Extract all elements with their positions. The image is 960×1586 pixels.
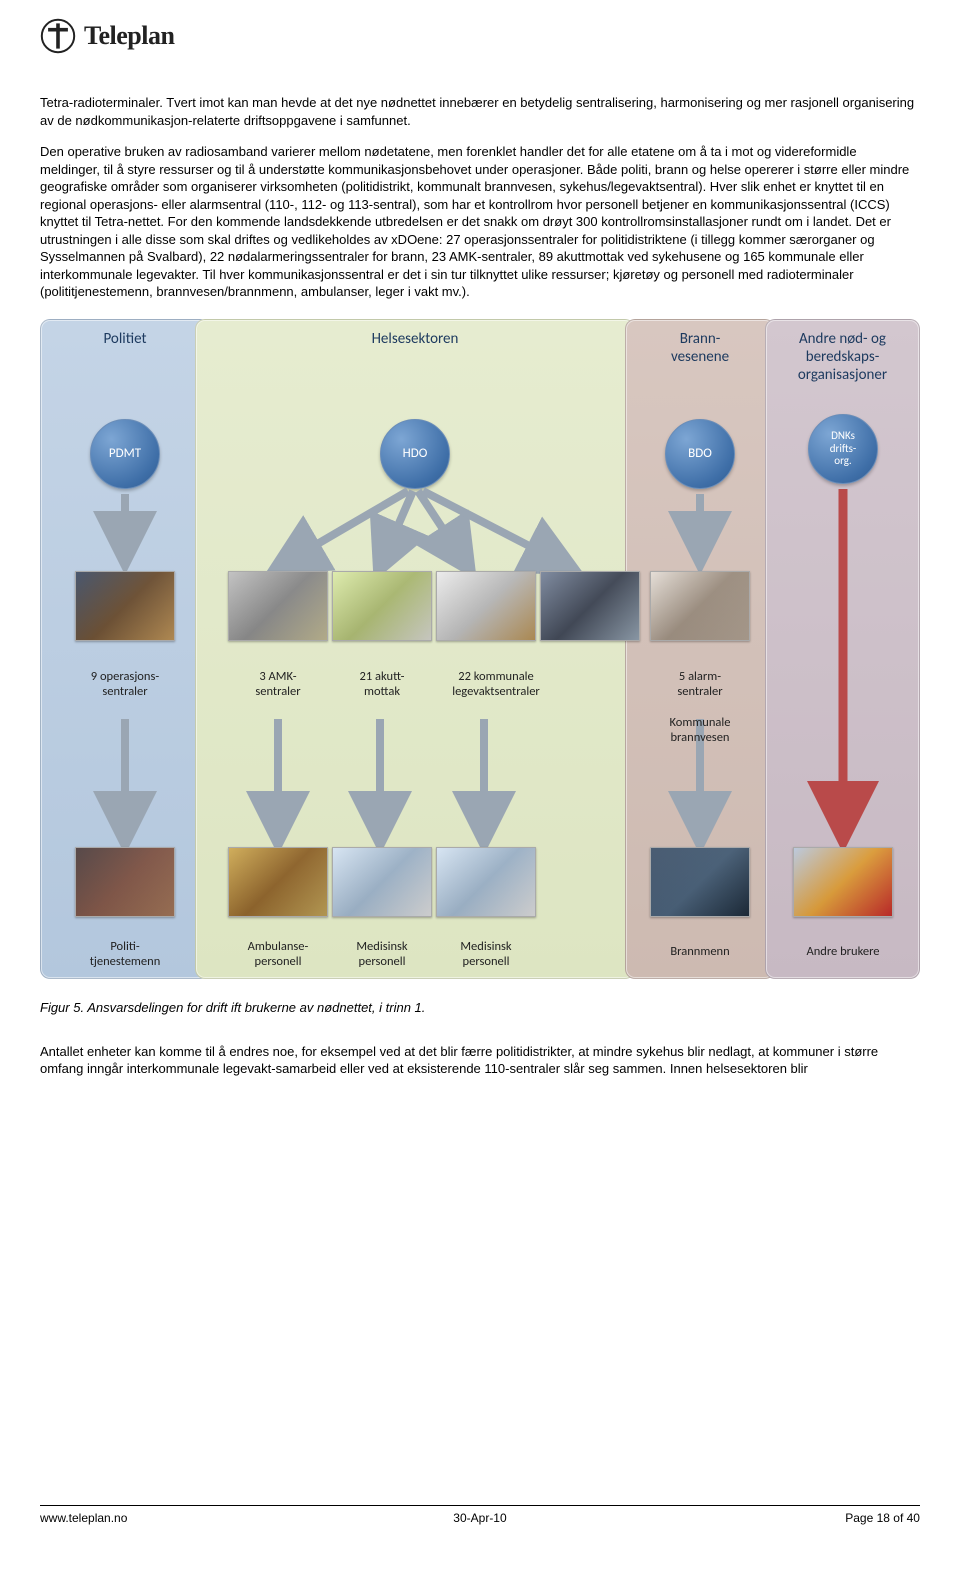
label-ops: 9 operasjons- sentraler	[60, 669, 190, 699]
body-text-block: Tetra-radioterminaler. Tvert imot kan ma…	[40, 94, 920, 301]
label-medisinsk2: Medisinsk personell	[430, 939, 542, 969]
page-footer: www.teleplan.no 30-Apr-10 Page 18 of 40	[0, 1497, 960, 1540]
thumb-amk	[228, 571, 328, 641]
label-brannmenn: Brannmenn	[640, 944, 760, 959]
brand-name: Teleplan	[84, 18, 174, 53]
body-text-block-2: Antallet enheter kan komme til å endres …	[40, 1043, 920, 1078]
panel-title: Brann- vesenene	[626, 320, 774, 366]
label-akutt: 21 akutt- mottak	[332, 669, 432, 699]
bubble-dnk: DNKs drifts- org.	[808, 414, 878, 484]
thumb-legevakt2	[540, 571, 640, 641]
figure-5: Politiet Helsesektoren Brann- vesenene A…	[40, 319, 920, 989]
label-ambulanse: Ambulanse- personell	[220, 939, 336, 969]
label-alarm: 5 alarm- sentraler	[640, 669, 760, 699]
footer-url: www.teleplan.no	[40, 1510, 333, 1526]
thumb-andre	[793, 847, 893, 917]
paragraph: Den operative bruken av radiosamband var…	[40, 143, 920, 301]
thumb-police-ops	[75, 571, 175, 641]
thumb-med1	[332, 847, 432, 917]
thumb-med2	[436, 847, 536, 917]
brand-header: Teleplan	[40, 18, 920, 54]
label-legevakt: 22 kommunale legevaktsentraler	[436, 669, 556, 699]
bubble-bdo: BDO	[665, 419, 735, 489]
figure-caption: Figur 5. Ansvarsdelingen for drift ift b…	[40, 999, 920, 1017]
brand-logo-icon	[40, 18, 76, 54]
thumb-ambulance	[228, 847, 328, 917]
label-polititjenestemenn: Politi- tjenestemenn	[60, 939, 190, 969]
label-kommunale-brann: Kommunale brannvesen	[640, 715, 760, 745]
panel-title: Politiet	[41, 320, 209, 348]
label-amk: 3 AMK- sentraler	[228, 669, 328, 699]
label-andre-brukere: Andre brukere	[783, 944, 903, 959]
panel-title: Andre nød- og beredskaps- organisasjoner	[766, 320, 919, 384]
thumb-alarm	[650, 571, 750, 641]
thumb-legevakt	[436, 571, 536, 641]
paragraph: Antallet enheter kan komme til å endres …	[40, 1043, 920, 1078]
panel-title: Helsesektoren	[196, 320, 634, 348]
label-medisinsk1: Medisinsk personell	[326, 939, 438, 969]
thumb-akutt	[332, 571, 432, 641]
bubble-hdo: HDO	[380, 419, 450, 489]
bubble-pdmt: PDMT	[90, 419, 160, 489]
paragraph: Tetra-radioterminaler. Tvert imot kan ma…	[40, 94, 920, 129]
thumb-brannmenn	[650, 847, 750, 917]
footer-date: 30-Apr-10	[333, 1510, 626, 1526]
footer-pagenum: Page 18 of 40	[627, 1510, 920, 1526]
thumb-police-person	[75, 847, 175, 917]
